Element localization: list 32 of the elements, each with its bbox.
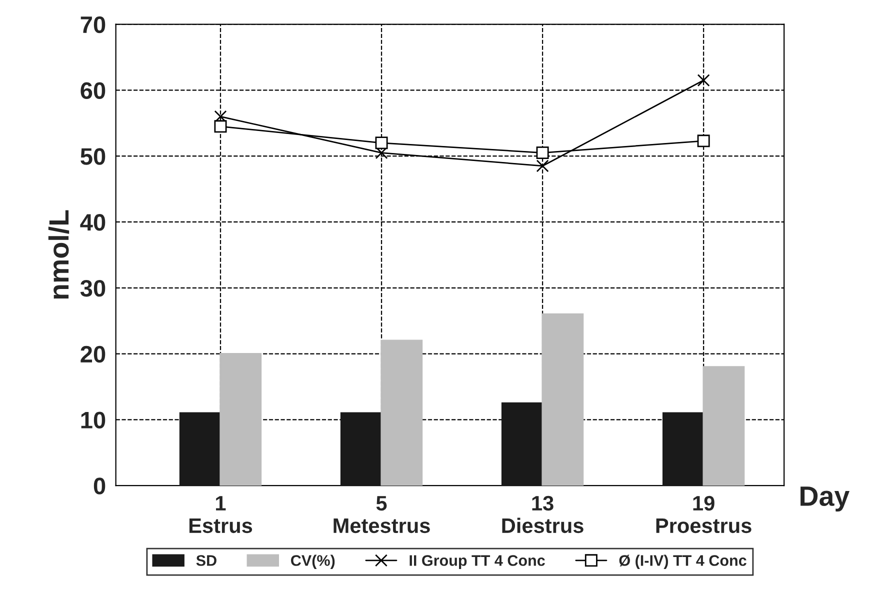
y-tick-label: 10 [81, 412, 106, 428]
point [697, 74, 710, 87]
bar [179, 412, 222, 486]
bar [702, 366, 745, 486]
point [697, 134, 710, 148]
y-axis-title: nmol/L [48, 210, 70, 299]
bar [542, 313, 584, 486]
bar [340, 412, 382, 486]
y-tick-label: 70 [80, 16, 106, 34]
y-tick-label: 20 [80, 346, 106, 363]
bar [662, 412, 704, 486]
bar [220, 352, 262, 486]
legend-label: SD [196, 555, 216, 566]
x-tick-label: 19 Proestrus [656, 496, 752, 534]
point [536, 146, 549, 160]
x-tick-label: 5 Metestrus [334, 496, 430, 534]
x-tick-label: 1 Estrus [189, 496, 252, 534]
x-tick-label: 13 Diestrus [502, 496, 584, 534]
x-axis-title: Day [800, 486, 850, 512]
bar [501, 402, 544, 486]
legend-label: CV(%) [291, 554, 335, 569]
y-tick-label: 0 [94, 478, 106, 494]
y-tick-label: 50 [80, 148, 106, 165]
y-tick-label: 30 [80, 280, 106, 297]
legend-label: II Group TT 4 Conc [410, 555, 545, 569]
legend-label: Ø (I-IV) TT 4 Conc [619, 554, 746, 569]
point [536, 160, 549, 172]
point [214, 120, 227, 133]
point [375, 136, 388, 150]
y-tick-label: 60 [80, 82, 106, 99]
bar [380, 340, 423, 486]
y-tick-label: 40 [80, 214, 106, 231]
